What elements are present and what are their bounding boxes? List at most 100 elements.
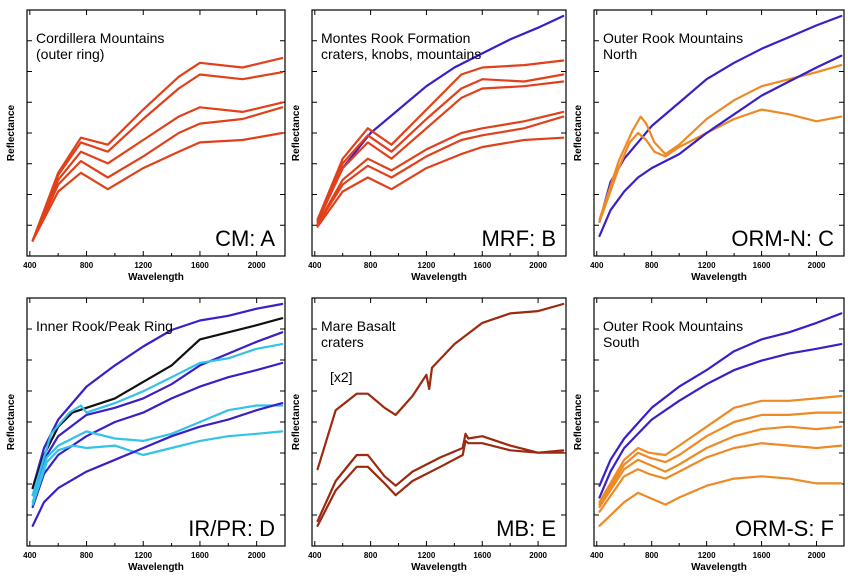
panel-title: Outer Rook Mountains — [603, 30, 743, 46]
x-tick-label: 1600 — [191, 261, 209, 270]
panel-subtitle: (outer ring) — [36, 46, 104, 62]
series-line-2 — [31, 71, 284, 242]
series-line-6 — [31, 404, 284, 504]
x-tick-label: 800 — [364, 551, 378, 560]
y-axis-label: Reflectance — [6, 393, 17, 450]
panel-label: ORM-S: F — [735, 516, 834, 541]
x-tick-label: 800 — [364, 261, 378, 270]
plot-frame — [26, 9, 286, 257]
x-tick-label: 2000 — [529, 551, 547, 560]
y-axis-label: Reflectance — [291, 393, 302, 450]
plot-frame — [311, 9, 567, 257]
x-tick-label: 400 — [23, 551, 37, 560]
series-line-7 — [31, 430, 284, 506]
x-tick-label: 800 — [80, 261, 94, 270]
x-tick-label: 1200 — [134, 261, 152, 270]
x-tick-label: 800 — [645, 261, 659, 270]
y-axis-label: Reflectance — [291, 104, 302, 161]
x-tick-label: 1200 — [418, 261, 436, 270]
plot-frame — [311, 297, 567, 547]
series-line-6 — [598, 442, 843, 513]
plot-frame — [26, 297, 286, 547]
panel-title: Inner Rook/Peak Ring — [36, 318, 173, 334]
series-line-3 — [598, 394, 843, 504]
panel-title: Montes Rook Formation — [321, 30, 470, 46]
panel-label: CM: A — [215, 226, 275, 251]
series-line-2 — [316, 59, 565, 221]
x-tick-label: 400 — [308, 551, 322, 560]
series-line-4 — [31, 106, 284, 242]
series-line-1 — [598, 312, 843, 487]
series-line-7 — [316, 136, 565, 228]
panel-4: 400 800 1200 1600 2000 Wavelength Reflectance I… — [6, 297, 286, 573]
x-axis-label: Wavelength — [691, 562, 747, 573]
panel-title: Outer Rook Mountains — [603, 318, 743, 334]
series-line-5 — [316, 110, 565, 226]
x-tick-label: 2000 — [808, 551, 826, 560]
x-tick-label: 1200 — [418, 551, 436, 560]
panel-subtitle: craters — [321, 334, 364, 350]
x-tick-label: 2000 — [808, 261, 826, 270]
series-line-3 — [316, 439, 565, 527]
series-line-8 — [31, 402, 284, 527]
panel-label: ORM-N: C — [731, 226, 834, 251]
x-tick-label: 2000 — [529, 261, 547, 270]
panel-1: 400 800 1200 1600 2000 Wavelength Reflectance C… — [6, 9, 286, 283]
series-line-1 — [31, 302, 284, 490]
x-tick-label: 1200 — [698, 261, 716, 270]
panel-6: 400 800 1200 1600 2000 Wavelength Reflectance O… — [573, 297, 845, 573]
panel-label: IR/PR: D — [188, 516, 275, 541]
panel-subtitle: South — [603, 334, 640, 350]
series-line-2 — [31, 317, 284, 490]
x-tick-label: 1600 — [191, 551, 209, 560]
series-line-4 — [598, 411, 843, 506]
series-line-1 — [31, 57, 284, 242]
panel-label: MRF: B — [481, 226, 556, 251]
x-tick-label: 1600 — [753, 261, 771, 270]
series-line-4 — [598, 54, 843, 238]
panel-label: MB: E — [496, 516, 556, 541]
series-line-1 — [316, 302, 565, 471]
series-line-3 — [31, 101, 284, 242]
series-line-4 — [31, 343, 284, 497]
x-tick-label: 400 — [590, 551, 604, 560]
series-line-4 — [316, 80, 565, 223]
panel-5: 400 800 1200 1600 2000 Wavelength Reflectance M… — [291, 297, 567, 573]
series-line-5 — [598, 425, 843, 509]
x-axis-label: Wavelength — [411, 562, 467, 573]
x-tick-label: 2000 — [248, 551, 266, 560]
panel-subtitle: craters, knobs, mountains — [321, 46, 481, 62]
series-line-5 — [31, 131, 284, 242]
x-axis-label: Wavelength — [691, 272, 747, 283]
x-tick-label: 400 — [308, 261, 322, 270]
scale-annotation: [x2] — [330, 369, 353, 385]
panel-title: Mare Basalt — [321, 318, 396, 334]
x-tick-label: 1600 — [473, 261, 491, 270]
x-axis-label: Wavelength — [128, 272, 184, 283]
series-line-7 — [598, 475, 843, 527]
series-line-5 — [31, 361, 284, 509]
x-axis-label: Wavelength — [128, 562, 184, 573]
x-tick-label: 400 — [590, 261, 604, 270]
series-line-2 — [598, 343, 843, 499]
series-line-2 — [598, 63, 843, 221]
y-axis-label: Reflectance — [573, 104, 584, 161]
x-tick-label: 800 — [645, 551, 659, 560]
x-tick-label: 2000 — [248, 261, 266, 270]
series-line-1 — [316, 14, 565, 221]
x-axis-label: Wavelength — [411, 272, 467, 283]
series-line-3 — [316, 73, 565, 223]
panel-title: Cordillera Mountains — [36, 30, 164, 46]
x-tick-label: 1600 — [753, 551, 771, 560]
series-line-6 — [316, 115, 565, 226]
panel-subtitle: North — [603, 46, 637, 62]
x-tick-label: 800 — [80, 551, 94, 560]
x-tick-label: 1200 — [134, 551, 152, 560]
series-line-2 — [316, 432, 565, 523]
y-axis-label: Reflectance — [6, 104, 17, 161]
series-line-3 — [598, 108, 843, 223]
x-tick-label: 1200 — [698, 551, 716, 560]
y-axis-label: Reflectance — [573, 393, 584, 450]
series-line-3 — [31, 331, 284, 497]
